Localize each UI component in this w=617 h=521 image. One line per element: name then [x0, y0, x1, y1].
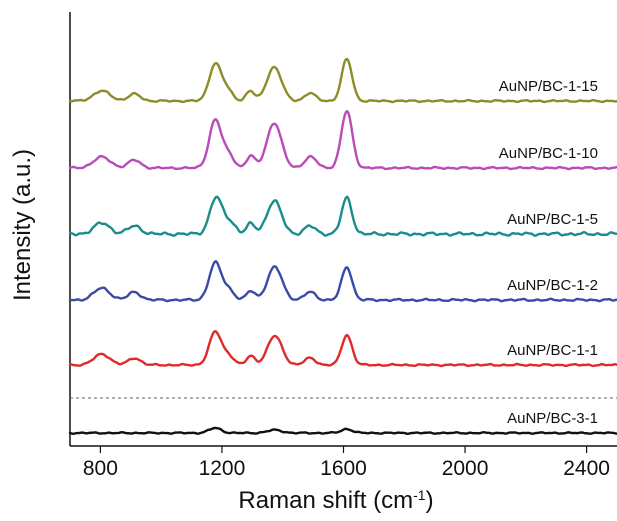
series-line-aunp-bc-1-15	[68, 57, 617, 104]
x-axis-ticks: 800 1200 1600 2000 2400	[83, 446, 610, 480]
x-axis-label-close: )	[426, 487, 434, 514]
x-axis-label: Raman shift (cm-1)	[238, 487, 433, 514]
x-tick-label-1600: 1600	[320, 457, 367, 480]
series-label-aunp-bc-1-10: AuNP/BC-1-10	[499, 145, 598, 162]
x-axis-label-superscript: -1	[413, 487, 426, 503]
series-line-aunp-bc-1-10	[68, 110, 617, 171]
series-line-aunp-bc-1-1	[68, 330, 617, 368]
series-line-aunp-bc-3-1	[68, 426, 617, 435]
x-tick-label-800: 800	[83, 457, 118, 480]
x-axis-label-main: Raman shift (cm	[238, 487, 413, 514]
series-line-aunp-bc-1-5	[68, 195, 617, 237]
series-label-aunp-bc-1-5: AuNP/BC-1-5	[507, 211, 598, 228]
series-label-aunp-bc-3-1: AuNP/BC-3-1	[507, 410, 598, 427]
x-tick-label-2000: 2000	[442, 457, 489, 480]
series-label-aunp-bc-1-1: AuNP/BC-1-1	[507, 342, 598, 359]
x-tick-label-1200: 1200	[199, 457, 246, 480]
y-axis-label: Intensity (a.u.)	[9, 149, 36, 301]
series-group: AuNP/BC-1-15 AuNP/BC-1-10 AuNP/BC-1-5 AuNP/…	[68, 57, 617, 435]
series-label-aunp-bc-1-15: AuNP/BC-1-15	[499, 78, 598, 95]
x-tick-label-2400: 2400	[563, 457, 610, 480]
series-line-aunp-bc-1-2	[68, 260, 617, 303]
series-label-aunp-bc-1-2: AuNP/BC-1-2	[507, 277, 598, 294]
